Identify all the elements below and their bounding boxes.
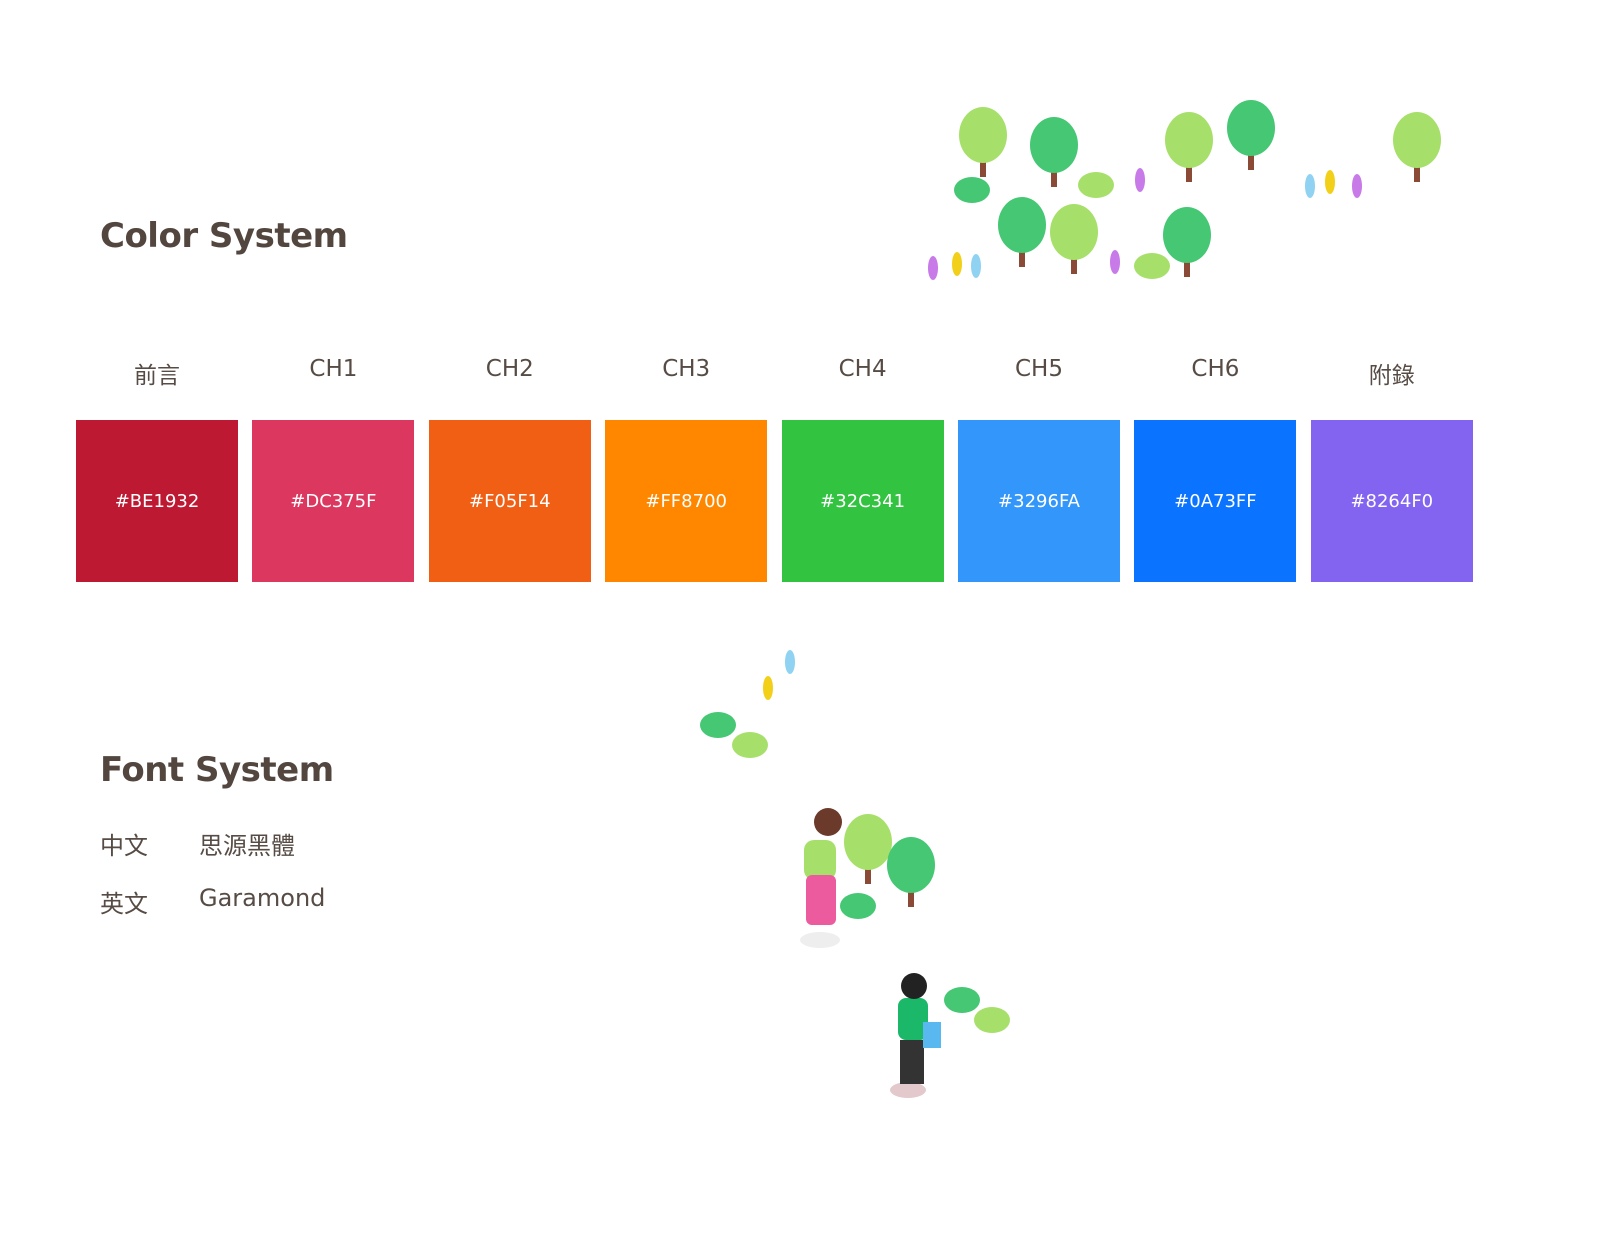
tree-icon [887,837,935,907]
shadow [800,932,840,948]
swatch-label: CH2 [485,356,534,382]
swatch-label: CH4 [838,356,887,382]
tree-icon [1030,117,1078,187]
person-woman-legs [806,875,836,925]
font-key-chinese: 中文 [100,832,148,860]
flower-icon [763,676,773,700]
color-system-title: Color System [100,216,348,256]
color-swatch: #DC375F [252,420,415,582]
swatch-label: CH1 [309,356,358,382]
person-man-legs [900,1040,924,1084]
swatch-label: CH5 [1015,356,1063,382]
bush-icon [1078,172,1114,198]
swatch-label: CH6 [1191,356,1240,382]
tree-icon [1393,112,1441,182]
font-value-chinese: 思源黑體 [199,832,295,860]
swatch-label: 前言 [134,363,180,389]
color-swatch: #8264F0 [1310,420,1473,582]
person-man-icon [898,998,928,1040]
font-system-title: Font System [100,750,334,790]
flower-icon [1352,174,1362,198]
person-woman-icon [804,840,836,880]
flower-icon [1135,168,1145,192]
flower-icon [785,650,795,674]
bush-icon [700,712,736,738]
color-swatch: #32C341 [781,420,944,582]
person-man-head [901,973,927,999]
flower-icon [1305,174,1315,198]
color-swatch: #F05F14 [428,420,591,582]
swatch-label: CH3 [662,356,711,382]
bush-icon [944,987,980,1013]
font-value-english: Garamond [199,884,326,912]
person-woman-head [814,808,842,836]
bush-icon [840,893,876,919]
flower-icon [928,256,938,280]
tree-icon [1227,100,1275,170]
flower-icon [1325,170,1335,194]
tree-icon [1165,112,1213,182]
font-key-english: 英文 [100,890,148,918]
color-swatch: #3296FA [958,420,1120,582]
shadow [890,1082,926,1098]
flower-icon [971,254,981,278]
bush-icon [732,732,768,758]
color-swatch: #FF8700 [605,420,768,582]
tree-icon [959,107,1007,177]
flower-icon [1110,250,1120,274]
tree-icon [998,197,1046,267]
tree-icon [1050,204,1098,274]
bush-icon [1134,253,1170,279]
bush-icon [974,1007,1010,1033]
book-icon [923,1022,941,1048]
color-swatch: #0A73FF [1134,420,1297,582]
tree-icon [1163,207,1211,277]
tree-icon [844,814,892,884]
swatch-label: 附錄 [1368,363,1415,389]
flower-icon [952,252,962,276]
bush-icon [954,177,990,203]
color-swatch: #BE1932 [76,420,238,582]
